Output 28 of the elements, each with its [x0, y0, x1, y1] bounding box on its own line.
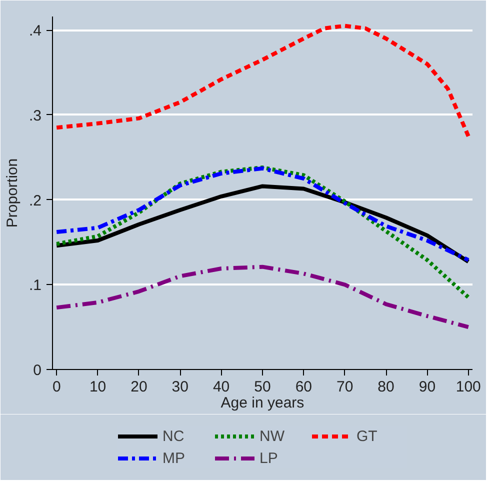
line-series [54, 184, 470, 264]
x-tick-label: 90 [418, 378, 436, 396]
x-tick-label: 60 [295, 378, 312, 396]
legend-label: NC [162, 428, 186, 444]
line-series [54, 24, 470, 138]
x-tick-label: 50 [254, 378, 271, 396]
legend-label: NW [260, 428, 286, 444]
y-tick-label: .4 [28, 22, 42, 40]
x-tick-label: 70 [336, 378, 354, 396]
legend-label: MP [162, 450, 186, 466]
x-tick-label: 80 [378, 378, 394, 396]
y-tick-label: .2 [28, 192, 42, 210]
x-axis-title: Age in years [220, 394, 304, 412]
x-tick-label: 0 [52, 378, 61, 396]
legend-label: LP [260, 450, 279, 466]
line-series [54, 166, 470, 262]
y-axis-title: Proportion [4, 158, 21, 228]
y-tick-label: 0 [33, 362, 42, 379]
x-tick-label: 100 [456, 378, 481, 396]
x-tick-label: 40 [212, 378, 230, 396]
x-tick-label: 30 [172, 378, 188, 396]
line-series [54, 166, 470, 300]
line-series [54, 264, 470, 330]
y-tick-label: .1 [28, 277, 42, 294]
x-tick-label: 10 [89, 378, 106, 396]
legend-label: GT [356, 428, 378, 444]
x-tick-label: 20 [130, 378, 148, 396]
y-tick-label: .3 [28, 107, 42, 124]
